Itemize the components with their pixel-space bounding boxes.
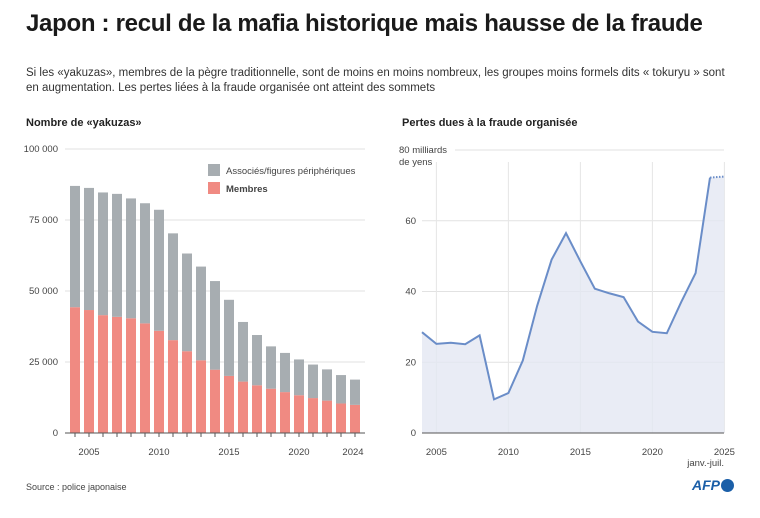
bar-associes [266,346,276,389]
bar-associes [112,193,122,317]
bar-associes [70,185,80,308]
bar-associes [294,359,304,396]
bar-associes [210,281,220,370]
legend-swatch-membres [208,182,220,194]
subtitle: Si les «yakuzas», membres de la pègre tr… [26,67,725,94]
x-tick-label: 2025 [714,447,735,458]
bar-associes [84,187,94,311]
bar-associes [224,299,234,376]
y-tick-label: 0 [411,428,416,439]
x-tick-label: 2010 [148,447,169,458]
source: Source : police japonaise [26,482,127,492]
area-fill [422,176,725,433]
x-tick-label: 2005 [426,447,447,458]
x-tick-label: 2020 [288,447,309,458]
y-tick-label: 0 [53,428,58,439]
bar-associes [350,379,360,405]
bar-associes [182,253,192,352]
bar-associes [168,233,178,341]
legend-label-membres: Membres [226,184,268,195]
bar-associes [308,364,318,399]
bar-associes [126,198,136,319]
bar-membres [182,351,192,433]
bar-membres [238,381,248,433]
x-tick-note: janv.-juil. [686,458,724,469]
right-chart-title: Pertes dues à la fraude organisée [402,117,578,129]
bar-membres [140,323,150,433]
bar-membres [168,340,178,433]
bar-associes [322,369,332,401]
x-tick-label: 2024 [342,447,363,458]
legend-swatch-associes [208,164,220,176]
bar-associes [280,352,290,393]
y-tick-label: 50 000 [29,286,58,297]
bar-membres [294,395,304,433]
bar-membres [336,403,346,433]
x-tick-label: 2015 [570,447,591,458]
y-tick-label: 20 [405,357,416,368]
x-tick-label: 2010 [498,447,519,458]
bar-associes [238,321,248,382]
bar-membres [210,369,220,433]
bar-associes [154,209,164,331]
x-tick-label: 2015 [218,447,239,458]
y-tick-label: 60 [405,216,416,227]
x-tick-label: 2020 [642,447,663,458]
bar-associes [252,335,262,386]
left-chart-title: Nombre de «yakuzas» [26,117,142,129]
bar-membres [266,388,276,433]
bar-associes [196,266,206,361]
y-tick-label: 100 000 [24,144,58,155]
bar-membres [252,385,262,433]
bar-membres [98,315,108,433]
y-axis-label: 80 milliards [399,145,447,156]
bar-associes [98,192,108,316]
bar-associes [336,375,346,404]
bar-membres [84,310,94,433]
y-tick-label: 75 000 [29,215,58,226]
y-axis-label: de yens [399,157,433,168]
bar-associes [140,203,150,324]
x-tick-label: 2005 [78,447,99,458]
bar-membres [308,398,318,433]
bar-membres [70,307,80,433]
bar-membres [154,330,164,433]
legend-label-associes: Associés/figures périphériques [226,166,356,177]
page-title: Japon : recul de la mafia historique mai… [26,10,703,37]
afp-logo: AFP [692,477,734,493]
bar-membres [112,316,122,433]
bar-membres [126,318,136,433]
fraud-line [421,177,711,401]
fraud-line-partial [709,175,725,179]
y-tick-label: 40 [405,287,416,298]
bar-membres [196,360,206,433]
bar-membres [224,375,234,433]
bar-membres [350,404,360,433]
y-tick-label: 25 000 [29,357,58,368]
bar-membres [322,400,332,433]
bar-membres [280,392,290,433]
